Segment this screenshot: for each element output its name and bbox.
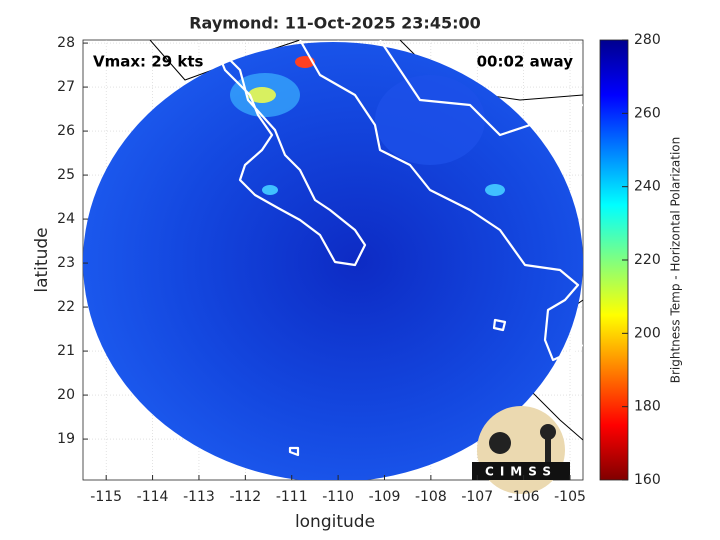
- time-annotation: 00:02 away: [477, 53, 574, 71]
- logo: CIMSS: [472, 406, 570, 494]
- coastline: [379, 40, 583, 137]
- x-tick-label: -107: [461, 489, 493, 505]
- x-tick-label: -109: [369, 489, 401, 505]
- colorbar-label: Brightness Temp - Horizontal Polarizatio…: [669, 137, 683, 384]
- y-tick-label: 23: [57, 255, 75, 271]
- island: [288, 318, 507, 457]
- y-tick-label: 20: [57, 387, 75, 403]
- y-tick-label: 28: [57, 35, 75, 51]
- land-area: [375, 75, 485, 165]
- warm-area: [485, 184, 505, 196]
- x-tick-label: -113: [183, 489, 215, 505]
- x-tick-label: -115: [90, 489, 122, 505]
- colorbar-tick-label: 260: [634, 105, 661, 121]
- x-tick-label: -114: [137, 489, 169, 505]
- coastline: [299, 40, 583, 362]
- logo-disc: [477, 406, 565, 494]
- x-tick-label: -108: [415, 489, 447, 505]
- colorbar-tick-label: 220: [634, 252, 661, 268]
- y-tick-label: 25: [57, 167, 75, 183]
- y-axis-label: latitude: [32, 227, 52, 292]
- x-tick-label: -105: [554, 489, 586, 505]
- logo-band: [472, 462, 570, 480]
- y-tick-label: 27: [57, 79, 75, 95]
- y-tick-label: 26: [57, 123, 75, 139]
- title: Raymond: 11-Oct-2025 23:45:00: [189, 14, 481, 33]
- x-tick-label: -111: [276, 489, 308, 505]
- logo-tower: [545, 438, 551, 463]
- colorbar-tick-label: 180: [634, 399, 661, 415]
- x-axis-label: longitude: [295, 512, 375, 532]
- colorbar-tick-label: 280: [634, 32, 661, 48]
- colorbar-tick-label: 240: [634, 179, 661, 195]
- y-tick-label: 19: [57, 431, 75, 447]
- vmax-annotation: Vmax: 29 kts: [93, 53, 203, 71]
- warm-area: [248, 87, 276, 103]
- warm-area: [262, 185, 278, 195]
- logo-tower: [540, 424, 556, 440]
- logo-text: CIMSS: [485, 465, 557, 479]
- colorbar-tick-label: 160: [634, 472, 661, 488]
- y-tick-label: 24: [57, 211, 75, 227]
- logo-dish: [489, 432, 511, 454]
- x-tick-label: -110: [322, 489, 354, 505]
- colorbar-tick-label: 200: [634, 325, 661, 341]
- coastline: [213, 43, 367, 267]
- x-tick-label: -106: [508, 489, 540, 505]
- y-tick-label: 22: [57, 299, 75, 315]
- swath-layer: [83, 40, 583, 480]
- x-tick-label: -112: [229, 489, 261, 505]
- y-tick-label: 21: [57, 343, 75, 359]
